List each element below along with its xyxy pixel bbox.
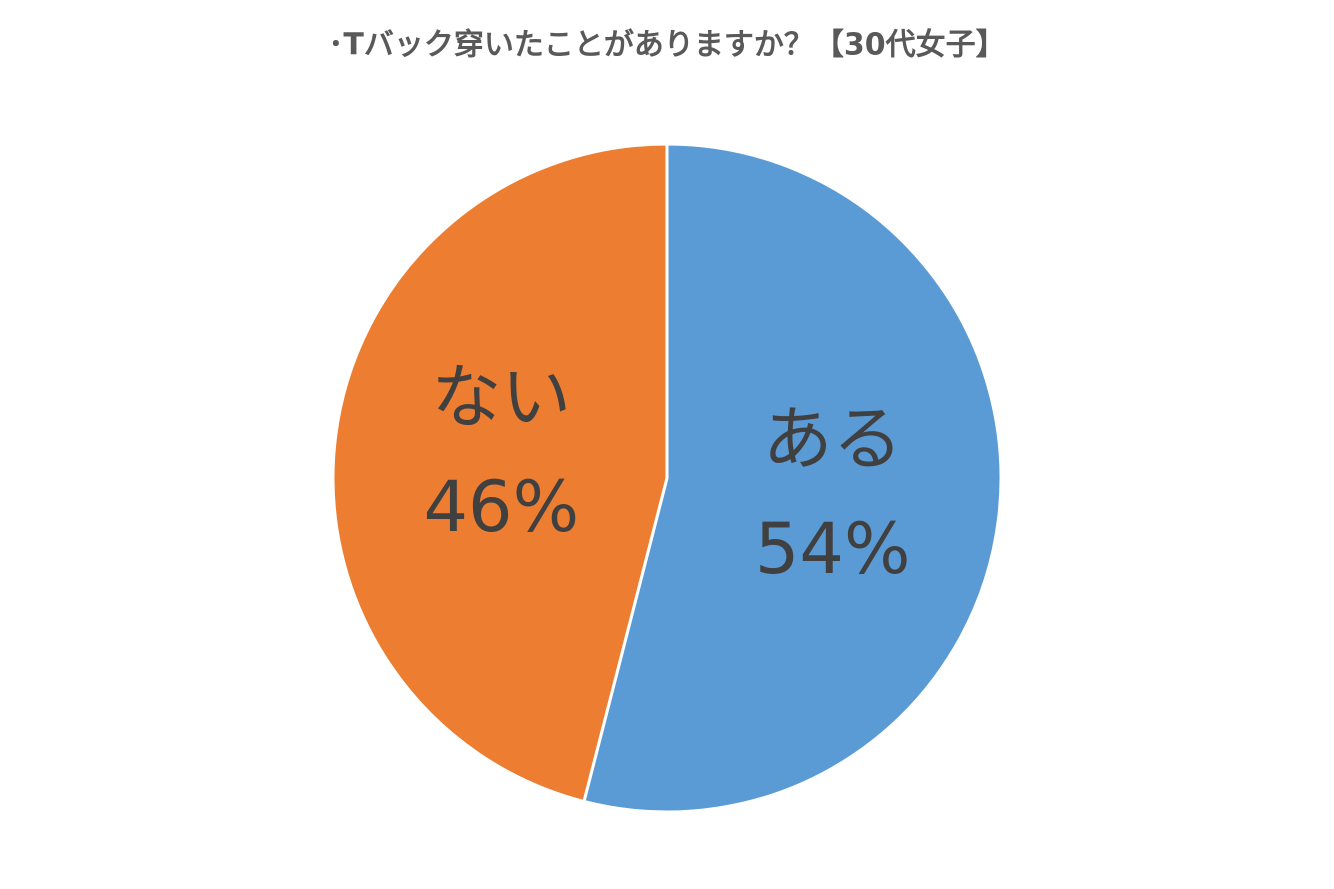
slice-value-label: 46%	[424, 466, 580, 548]
pie-slice	[582, 142, 1003, 814]
slice-category-label: ある	[763, 398, 903, 480]
slice-category-label: ない	[431, 356, 571, 438]
chart-title: ･Tバック穿いたことがありますか？【30代女子】	[328, 28, 1005, 63]
pie-slice	[331, 142, 669, 804]
slice-value-label: 54%	[755, 508, 911, 590]
